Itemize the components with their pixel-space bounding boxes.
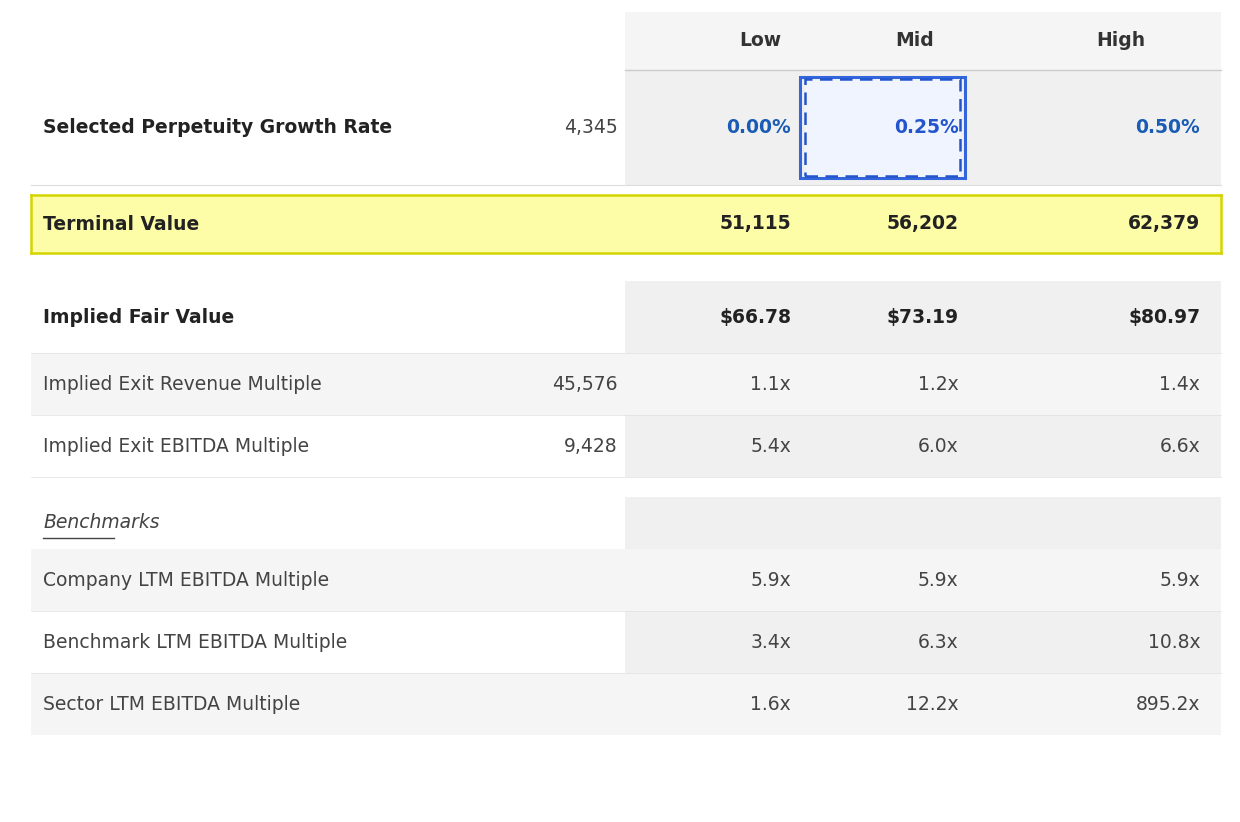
Bar bbox=[625, 70, 1221, 185]
Text: Implied Fair Value: Implied Fair Value bbox=[43, 307, 234, 326]
Text: Sector LTM EBITDA Multiple: Sector LTM EBITDA Multiple bbox=[43, 695, 300, 713]
Text: 6.0x: 6.0x bbox=[918, 436, 959, 455]
Text: 5.9x: 5.9x bbox=[918, 570, 959, 589]
Text: 5.9x: 5.9x bbox=[750, 570, 791, 589]
Text: 51,115: 51,115 bbox=[719, 215, 791, 233]
Text: 5.9x: 5.9x bbox=[1159, 570, 1200, 589]
Text: 1.1x: 1.1x bbox=[750, 375, 791, 394]
Bar bbox=[805, 79, 960, 177]
Text: 6.6x: 6.6x bbox=[1159, 436, 1200, 455]
Bar bbox=[31, 673, 625, 735]
Bar bbox=[625, 611, 1221, 673]
Text: 895.2x: 895.2x bbox=[1136, 695, 1200, 713]
Bar bbox=[625, 281, 1221, 353]
Bar bbox=[625, 549, 1221, 611]
Text: 5.4x: 5.4x bbox=[750, 436, 791, 455]
Text: Benchmarks: Benchmarks bbox=[43, 514, 160, 533]
Text: Implied Exit EBITDA Multiple: Implied Exit EBITDA Multiple bbox=[43, 436, 310, 455]
Bar bbox=[800, 76, 965, 178]
Text: 0.25%: 0.25% bbox=[894, 118, 959, 137]
Text: 10.8x: 10.8x bbox=[1148, 632, 1200, 652]
Bar bbox=[625, 12, 1221, 70]
Text: 56,202: 56,202 bbox=[887, 215, 959, 233]
Text: Company LTM EBITDA Multiple: Company LTM EBITDA Multiple bbox=[43, 570, 330, 589]
Text: 9,428: 9,428 bbox=[564, 436, 618, 455]
Text: High: High bbox=[1096, 31, 1146, 50]
Text: Benchmark LTM EBITDA Multiple: Benchmark LTM EBITDA Multiple bbox=[43, 632, 347, 652]
Text: Mid: Mid bbox=[895, 31, 935, 50]
Bar bbox=[625, 497, 1221, 549]
Text: 4,345: 4,345 bbox=[564, 118, 618, 137]
Text: 0.25%: 0.25% bbox=[894, 118, 959, 137]
Text: 6.3x: 6.3x bbox=[918, 632, 959, 652]
Text: Selected Perpetuity Growth Rate: Selected Perpetuity Growth Rate bbox=[43, 118, 393, 137]
Bar bbox=[625, 415, 1221, 477]
Text: 1.2x: 1.2x bbox=[918, 375, 959, 394]
Text: 12.2x: 12.2x bbox=[906, 695, 959, 713]
Text: 62,379: 62,379 bbox=[1128, 215, 1200, 233]
Text: 0.00%: 0.00% bbox=[727, 118, 791, 137]
Text: Terminal Value: Terminal Value bbox=[43, 215, 200, 233]
Bar bbox=[625, 353, 1221, 415]
Bar bbox=[625, 673, 1221, 735]
Bar bbox=[31, 353, 625, 415]
Bar bbox=[31, 549, 625, 611]
Text: Implied Exit Revenue Multiple: Implied Exit Revenue Multiple bbox=[43, 375, 322, 394]
Text: 1.6x: 1.6x bbox=[750, 695, 791, 713]
Text: 3.4x: 3.4x bbox=[750, 632, 791, 652]
Text: Low: Low bbox=[740, 31, 781, 50]
Text: $80.97: $80.97 bbox=[1128, 307, 1200, 326]
Text: $73.19: $73.19 bbox=[887, 307, 959, 326]
Text: $66.78: $66.78 bbox=[719, 307, 791, 326]
Text: 0.50%: 0.50% bbox=[1136, 118, 1200, 137]
Bar bbox=[31, 195, 1221, 253]
Text: 1.4x: 1.4x bbox=[1159, 375, 1200, 394]
Text: 45,576: 45,576 bbox=[552, 375, 618, 394]
